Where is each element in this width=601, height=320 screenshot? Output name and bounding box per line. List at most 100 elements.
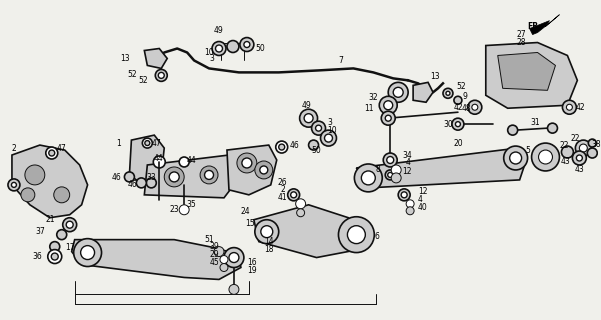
Text: 39: 39: [209, 242, 219, 251]
Circle shape: [296, 199, 305, 209]
Polygon shape: [129, 135, 164, 188]
Circle shape: [320, 130, 337, 146]
Circle shape: [124, 172, 135, 182]
Circle shape: [452, 118, 464, 130]
Circle shape: [220, 256, 228, 264]
Circle shape: [214, 247, 224, 257]
Text: 36: 36: [32, 252, 42, 261]
Text: 47: 47: [151, 139, 161, 148]
Circle shape: [508, 125, 517, 135]
Circle shape: [74, 239, 102, 267]
Text: 46: 46: [127, 180, 138, 189]
Circle shape: [146, 178, 156, 188]
Text: 13: 13: [430, 72, 440, 81]
Circle shape: [456, 122, 460, 127]
Circle shape: [260, 166, 268, 174]
Circle shape: [576, 155, 582, 161]
Circle shape: [237, 153, 257, 173]
Circle shape: [379, 96, 397, 114]
Circle shape: [200, 166, 218, 184]
Text: 8: 8: [376, 165, 380, 174]
Text: 19: 19: [247, 266, 257, 275]
Circle shape: [240, 37, 254, 52]
Text: 2: 2: [11, 144, 16, 153]
Text: 20: 20: [453, 139, 463, 148]
Polygon shape: [227, 145, 276, 195]
Circle shape: [179, 205, 189, 215]
Circle shape: [504, 146, 528, 170]
Circle shape: [391, 173, 401, 183]
Circle shape: [385, 115, 391, 121]
Text: 12: 12: [402, 167, 412, 176]
Polygon shape: [486, 43, 578, 108]
Circle shape: [510, 152, 522, 164]
Circle shape: [446, 91, 450, 95]
Circle shape: [384, 101, 392, 110]
Text: 49: 49: [302, 101, 311, 110]
Circle shape: [81, 246, 94, 260]
Text: 48: 48: [462, 104, 472, 113]
Polygon shape: [356, 148, 526, 188]
Circle shape: [572, 151, 587, 165]
Circle shape: [25, 165, 45, 185]
Circle shape: [56, 230, 67, 240]
Circle shape: [381, 111, 395, 125]
Circle shape: [548, 123, 558, 133]
Text: 14: 14: [264, 237, 273, 246]
Circle shape: [398, 189, 410, 201]
Circle shape: [454, 96, 462, 104]
Text: 46: 46: [112, 173, 121, 182]
Text: 4: 4: [405, 158, 410, 167]
Circle shape: [347, 226, 365, 244]
Text: 11: 11: [364, 104, 373, 113]
Circle shape: [66, 221, 73, 228]
Circle shape: [8, 179, 20, 191]
Text: 4: 4: [418, 195, 423, 204]
Circle shape: [587, 148, 597, 158]
Circle shape: [385, 170, 395, 180]
Text: 52: 52: [139, 76, 148, 85]
Circle shape: [229, 252, 239, 262]
Text: 45: 45: [209, 258, 219, 267]
Text: 50: 50: [312, 146, 322, 155]
Text: 7: 7: [338, 56, 343, 65]
Circle shape: [63, 218, 77, 232]
Polygon shape: [498, 52, 555, 90]
Text: 24: 24: [240, 207, 249, 216]
Circle shape: [406, 200, 414, 208]
Circle shape: [291, 192, 297, 198]
Text: 38: 38: [591, 140, 601, 148]
Circle shape: [261, 226, 273, 238]
Text: 28: 28: [517, 38, 526, 47]
Text: 41: 41: [278, 193, 287, 202]
Circle shape: [338, 217, 374, 252]
Text: 22: 22: [570, 134, 580, 143]
Circle shape: [216, 45, 222, 52]
Text: 3: 3: [209, 54, 214, 63]
Circle shape: [579, 144, 587, 152]
Circle shape: [538, 150, 552, 164]
Text: 44: 44: [153, 154, 163, 163]
Circle shape: [227, 41, 239, 52]
Circle shape: [468, 100, 482, 114]
Circle shape: [563, 100, 576, 114]
Circle shape: [443, 88, 453, 98]
Text: 18: 18: [264, 245, 273, 254]
Circle shape: [388, 172, 392, 177]
Circle shape: [50, 242, 59, 252]
Text: 2: 2: [280, 185, 285, 194]
Circle shape: [51, 253, 58, 260]
Text: 10: 10: [204, 48, 214, 57]
Circle shape: [224, 248, 244, 268]
Polygon shape: [254, 205, 364, 258]
Text: 9: 9: [463, 92, 468, 101]
Text: 29: 29: [209, 250, 219, 259]
Polygon shape: [529, 15, 560, 35]
Circle shape: [164, 167, 184, 187]
Text: 33: 33: [147, 173, 156, 182]
Circle shape: [383, 153, 397, 167]
Circle shape: [311, 121, 326, 135]
Text: 1: 1: [117, 139, 121, 148]
Circle shape: [255, 161, 273, 179]
Circle shape: [142, 138, 152, 148]
